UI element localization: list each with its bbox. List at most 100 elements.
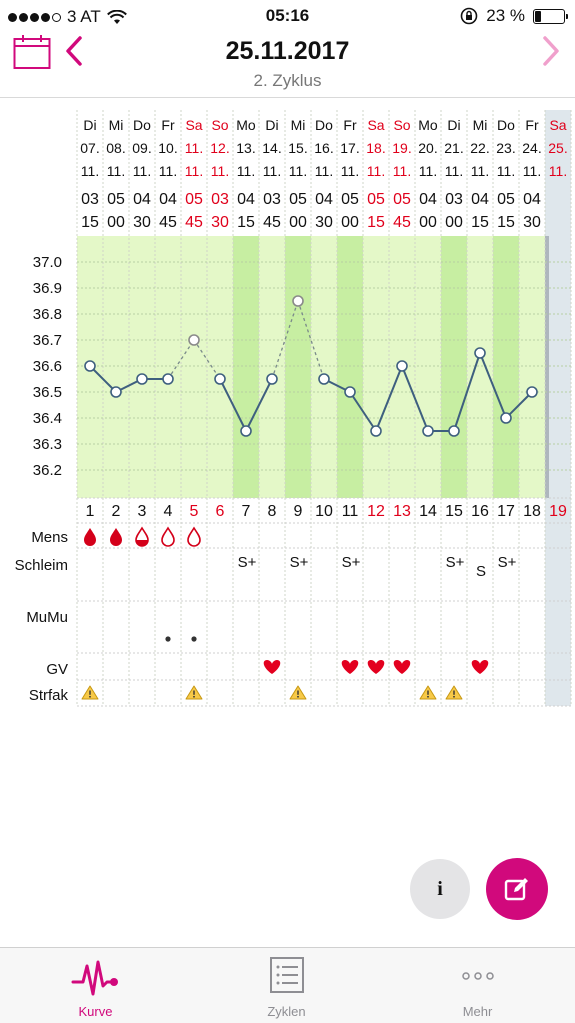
time-hour-label: 04: [523, 191, 541, 208]
chevron-left-icon[interactable]: [64, 36, 84, 66]
info-button[interactable]: i: [410, 859, 470, 919]
blood-drop-icon: [84, 528, 96, 546]
date-label: 25.: [548, 140, 567, 156]
y-tick-label: 36.6: [33, 358, 62, 375]
month-label: 11.: [289, 163, 307, 179]
month-label: 11.: [549, 163, 567, 179]
weekday-label: Mo: [236, 117, 256, 133]
month-label: 11.: [393, 163, 411, 179]
date-label: 18.: [366, 140, 385, 156]
weekday-label: Do: [133, 117, 151, 133]
current-day-column: [545, 110, 571, 706]
weekday-label: Do: [315, 117, 333, 133]
heart-icon: [471, 660, 489, 674]
month-label: 11.: [107, 163, 125, 179]
tab-label: Kurve: [78, 1004, 113, 1019]
calendar-icon[interactable]: [13, 34, 51, 70]
series-line-segment: [453, 352, 481, 432]
excluded-data-point[interactable]: [188, 334, 200, 346]
data-point[interactable]: [344, 386, 356, 398]
nav-bar: 25.11.2017 2. Zyklus: [0, 34, 575, 98]
cycle-chart-svg[interactable]: Di07.11.0315Mi08.11.0500Do09.11.0430Fr10…: [0, 98, 575, 710]
data-point[interactable]: [474, 347, 486, 359]
data-point[interactable]: [318, 373, 330, 385]
data-point[interactable]: [526, 386, 538, 398]
battery-level: [535, 10, 542, 22]
weekday-label: Sa: [549, 117, 566, 133]
month-label: 11.: [445, 163, 463, 179]
time-minute-label: 30: [315, 214, 333, 231]
month-label: 11.: [315, 163, 333, 179]
status-right: 23 %: [460, 6, 568, 26]
carrier-label: 3 AT: [67, 7, 101, 26]
data-point[interactable]: [162, 373, 174, 385]
series-line-segment: [401, 365, 429, 432]
series-line-segment: [89, 365, 117, 393]
time-hour-label: 05: [497, 191, 515, 208]
data-point[interactable]: [448, 425, 460, 437]
mucus-label: S+: [290, 554, 309, 571]
time-minute-label: 15: [81, 214, 99, 231]
excluded-data-point[interactable]: [292, 295, 304, 307]
time-hour-label: 03: [263, 191, 281, 208]
tab-zyklen[interactable]: Zyklen: [191, 948, 382, 1023]
cycle-chart[interactable]: Di 07. 11. 03 15 Mi 08. 11. 05 00 Do 09. 11. 04 30 Fr 10…: [0, 98, 575, 710]
mucus-label: S+: [446, 554, 465, 571]
heart-shape: [367, 660, 385, 674]
warning-dot: [427, 695, 429, 698]
data-point[interactable]: [136, 373, 148, 385]
tab-mehr[interactable]: Mehr: [382, 948, 573, 1023]
data-point[interactable]: [214, 373, 226, 385]
series-line-segment: [479, 352, 507, 419]
time-minute-label: 30: [523, 214, 541, 231]
status-bar: 3 AT 05:16 23 %: [0, 0, 575, 34]
time-hour-label: 04: [159, 191, 177, 208]
mucus-label: S+: [342, 554, 361, 571]
cycle-day-number: 9: [294, 503, 303, 520]
status-time: 05:16: [265, 6, 310, 25]
cycle-day-number: 5: [190, 503, 199, 520]
date-label: 15.: [288, 140, 307, 156]
date-label: 07.: [80, 140, 99, 156]
tab-label: Mehr: [462, 1004, 493, 1019]
blood-drop-icon: [187, 526, 201, 547]
data-point[interactable]: [240, 425, 252, 437]
edit-button[interactable]: [486, 858, 548, 920]
mucus-label: S: [476, 563, 486, 580]
mucus-label: S+: [498, 554, 517, 571]
list-icon: [269, 957, 304, 993]
row-label-mumu: MuMu: [26, 609, 68, 626]
date-label: 24.: [522, 140, 541, 156]
date-label: 12.: [210, 140, 229, 156]
data-point[interactable]: [396, 360, 408, 372]
data-point[interactable]: [84, 360, 96, 372]
data-point[interactable]: [110, 386, 122, 398]
month-label: 11.: [133, 163, 151, 179]
date-label: 09.: [132, 140, 151, 156]
time-hour-label: 05: [107, 191, 125, 208]
weekday-label: Sa: [185, 117, 202, 133]
heart-icon: [263, 660, 281, 674]
time-minute-label: 45: [159, 214, 177, 231]
chevron-right-icon[interactable]: [541, 36, 561, 66]
data-point[interactable]: [500, 412, 512, 424]
data-point[interactable]: [370, 425, 382, 437]
cycle-day-number: 16: [471, 503, 489, 520]
series-line-segment: [219, 378, 247, 432]
edit-icon: [504, 878, 528, 901]
rotation-lock-icon: [460, 7, 478, 25]
data-point[interactable]: [422, 425, 434, 437]
drop-fill: [110, 528, 122, 546]
series-line-segment: [375, 365, 403, 432]
heart-icon: [367, 660, 385, 674]
signal-strength-icon: [8, 12, 61, 22]
time-hour-label: 03: [81, 191, 99, 208]
series-line-segment: [297, 300, 325, 380]
y-tick-label: 37.0: [33, 254, 62, 271]
time-minute-label: 00: [289, 214, 307, 231]
warning-icon: [185, 685, 203, 700]
tab-kurve[interactable]: Kurve: [0, 948, 191, 1023]
time-hour-label: 05: [341, 191, 359, 208]
time-minute-label: 00: [341, 214, 359, 231]
data-point[interactable]: [266, 373, 278, 385]
